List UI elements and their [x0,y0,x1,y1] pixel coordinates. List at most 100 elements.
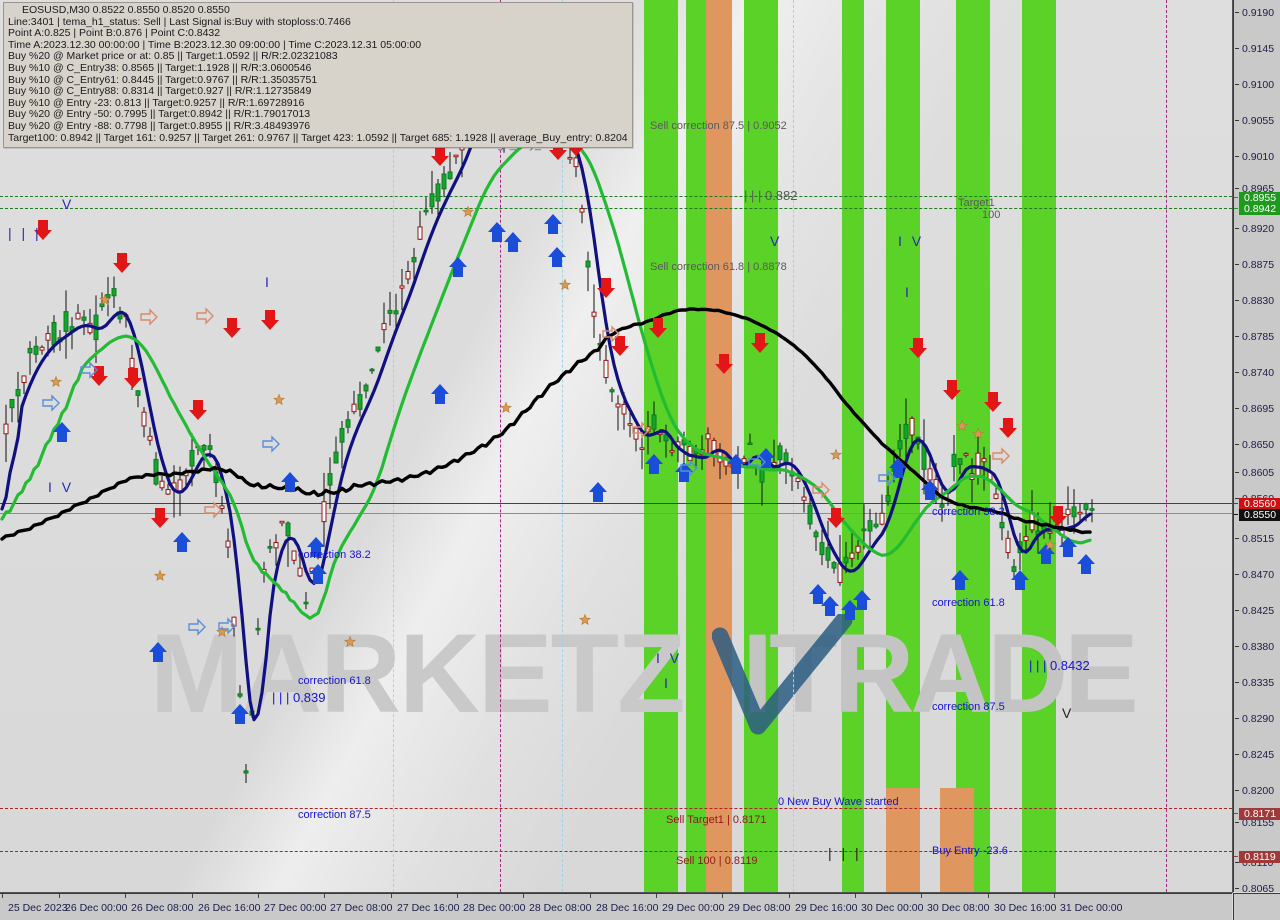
time-tick-mark [656,894,657,898]
vline-session-div-4 [793,0,794,892]
time-tick: 26 Dec 16:00 [198,902,261,914]
price-badge-tick [1234,208,1238,209]
watermark-left: MARKETZ [150,611,685,736]
wave-label-3: I [265,274,272,290]
annotation-target1-100: 100 [982,209,1001,221]
time-tick: 29 Dec 00:00 [662,902,725,914]
annotation-target1-label: Target1 [958,197,995,209]
time-tick-mark [988,894,989,898]
time-tick-mark [523,894,524,898]
signal-band-5 [886,0,920,892]
signal-band-8 [886,788,920,892]
price-badge-tick [1234,856,1238,857]
time-tick: 26 Dec 00:00 [65,902,128,914]
time-tick-mark [192,894,193,898]
price-badge-tick [1234,503,1238,504]
wave-label-4: V [770,233,783,249]
annotation-correction-618-right: correction 61.8 [932,597,1005,609]
time-tick: 29 Dec 16:00 [795,902,858,914]
time-tick-mark [59,894,60,898]
hline-bid-0.8550 [0,513,1232,514]
wave-label-0: | | | [8,225,42,241]
info-line-4: Buy %20 @ Market price or at: 0.85 || Ta… [8,50,338,63]
time-tick-mark [855,894,856,898]
time-tick-mark [125,894,126,898]
time-tick: 28 Dec 08:00 [529,902,592,914]
info-line-1: Line:3401 | tema_h1_status: Sell | Last … [8,15,351,28]
time-tick: 30 Dec 08:00 [927,902,990,914]
price-badge: 0.8955 [1239,192,1280,204]
price-badge: 0.8560 [1239,498,1280,510]
hline-target-0.8955 [0,196,1232,197]
time-tick-mark [921,894,922,898]
hline-sell-target1-0.8171 [0,808,1232,809]
price-badge-tick [1234,197,1238,198]
signal-band-10 [1022,788,1056,892]
info-panel: EOSUSD,M30 0.8522 0.8550 0.8520 0.8550 Li… [3,2,633,149]
info-line-8: Buy %10 @ Entry -23: 0.813 || Target:0.9… [8,96,305,109]
annotation-correction-875-right: correction 87.5 [932,701,1005,713]
info-line-0: EOSUSD,M30 0.8522 0.8550 0.8520 0.8550 [22,4,230,16]
annotation-correction-618-left: correction 61.8 [298,675,371,687]
annotation-level-0839: | | | 0.839 [272,690,326,705]
info-line-7: Buy %10 @ C_Entry88: 0.8314 || Target:0.… [8,85,312,98]
annotation-correction-382-right: correction 38.2 [932,506,1005,518]
vline-session-div-5 [1166,0,1167,892]
time-tick-mark [789,894,790,898]
annotation-level-0882: | | | 0.882 [744,188,798,203]
time-axis[interactable]: 25 Dec 2023 26 Dec 00:00 26 Dec 08:00 26 De… [0,893,1232,920]
time-tick-mark [722,894,723,898]
annotation-sell-correction-875: Sell correction 87.5 | 0.9052 [650,120,787,132]
time-tick: 28 Dec 16:00 [596,902,659,914]
time-tick: 29 Dec 08:00 [728,902,791,914]
chart-plot-area[interactable]: MARKETZ ITRADE Sell correction 87.5 | 0.… [0,0,1233,893]
price-badge: 0.8171 [1239,808,1280,820]
time-tick: 27 Dec 16:00 [397,902,460,914]
wave-label-8: I [664,675,671,691]
info-line-2: Point A:0.825 | Point B:0.876 | Point C:… [8,27,221,40]
info-line-10: Buy %20 @ Entry -88: 0.7798 || Target:0.… [8,119,311,132]
time-tick-mark [457,894,458,898]
annotation-correction-382-left: correction 38.2 [298,549,371,561]
wave-label-6: I [905,284,912,300]
wave-label-7: I V [656,650,683,666]
signal-band-7 [1022,0,1056,892]
brand-logo [711,611,862,749]
time-tick-mark [2,894,3,898]
annotation-sell-target1: Sell Target1 | 0.8171 [666,814,767,826]
annotation-sell-100: Sell 100 | 0.8119 [676,855,758,867]
annotation-sell-correction-618: Sell correction 61.8 | 0.8878 [650,261,787,273]
price-badge-tick [1234,813,1238,814]
price-badge-tick [1234,514,1238,515]
annotation-new-buy-wave: 0 New Buy Wave started [778,796,899,808]
annotation-correction-875-left: correction 87.5 [298,809,371,821]
price-badge: 0.8550 [1239,509,1280,521]
hline-ask-0.8560 [0,503,1232,504]
hline-sell-100-0.8119 [0,851,1232,852]
time-tick-mark [1054,894,1055,898]
price-badge: 0.8119 [1239,851,1280,863]
wave-label-9: | | | [828,845,862,861]
wave-label-1: V [62,196,75,212]
annotation-level-08432: | | | 0.8432 [1029,658,1090,673]
hline-target-0.8942 [0,208,1232,209]
signal-band-1 [686,0,706,892]
time-tick: 25 Dec 2023 [8,902,68,914]
wave-label-2: I V [48,479,75,495]
signal-band-2 [706,0,732,892]
info-line-3: Time A:2023.12.30 00:00:00 | Time B:2023… [8,38,422,51]
time-tick-mark [391,894,392,898]
time-tick: 30 Dec 00:00 [861,902,924,914]
time-tick-mark [590,894,591,898]
time-tick: 27 Dec 00:00 [264,902,327,914]
price-badge: 0.8942 [1239,203,1280,215]
wave-label-5: I V [898,233,925,249]
price-axis[interactable]: 0.9190 0.9145 0.9100 0.9055 0.9010 0.8965 0.89… [1233,0,1280,895]
info-line-6: Buy %10 @ C_Entry61: 0.8445 || Target:0.… [8,73,318,86]
signal-band-6 [956,0,990,892]
wave-label-10: V [1062,705,1075,721]
time-tick: 31 Dec 00:00 [1060,902,1123,914]
axis-corner [1233,893,1280,920]
time-tick-mark [324,894,325,898]
